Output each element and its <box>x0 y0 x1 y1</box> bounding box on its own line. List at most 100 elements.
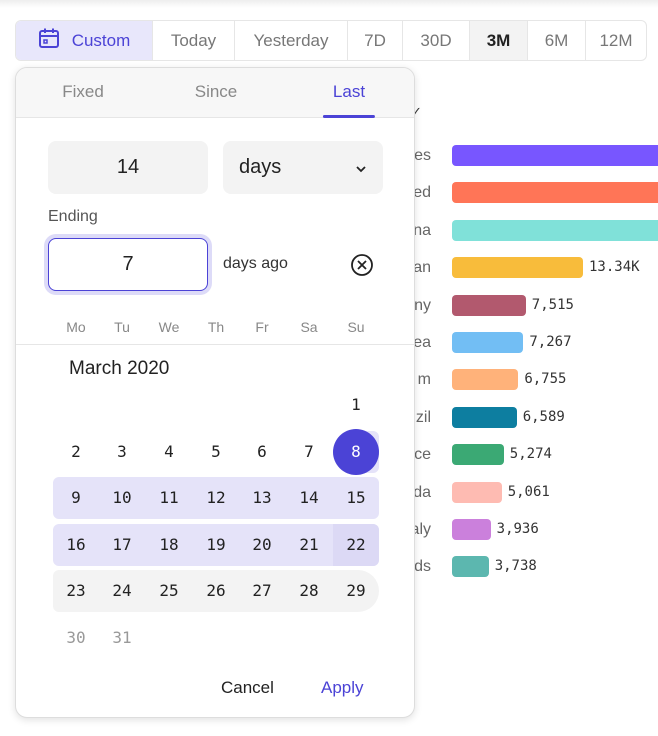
calendar-day[interactable]: 3 <box>117 441 127 461</box>
bar-value-label: 13.34K <box>589 259 640 276</box>
bar-label: ce <box>414 446 431 464</box>
ending-suffix: days ago <box>223 255 288 272</box>
calendar-day[interactable]: 14 <box>299 488 319 508</box>
amount-input[interactable]: 14 <box>48 141 208 194</box>
calendar-day[interactable]: 7 <box>304 441 314 461</box>
bar[interactable] <box>452 519 491 540</box>
calendar-day[interactable]: 24 <box>112 581 132 601</box>
weekday-label: Sa <box>300 319 318 335</box>
calendar-day[interactable]: 22 <box>346 534 366 554</box>
bar-label: an <box>413 259 431 277</box>
unit-value: days <box>239 156 282 178</box>
range-3m[interactable]: 3M <box>470 21 528 60</box>
bar-label: m <box>417 371 431 389</box>
bar-label: ed <box>413 184 431 202</box>
bar[interactable] <box>452 556 489 578</box>
calendar-day[interactable]: 21 <box>299 534 319 554</box>
bar-label: ds <box>414 558 431 576</box>
bar[interactable] <box>452 257 583 279</box>
calendar-day[interactable]: 2 <box>71 441 81 461</box>
bar-label: es <box>414 147 431 164</box>
chevron-down-icon <box>355 156 367 179</box>
weekday-label: Su <box>347 319 365 335</box>
calendar-day[interactable]: 10 <box>112 488 132 508</box>
calendar-day[interactable]: 27 <box>252 581 272 601</box>
weekday-label: Fr <box>255 319 269 335</box>
bar-value-label: 7,267 <box>529 334 572 350</box>
bar[interactable] <box>452 406 517 428</box>
range-12m[interactable]: 12M <box>599 30 633 50</box>
calendar-day[interactable]: 31 <box>112 628 132 647</box>
bar[interactable] <box>452 182 658 204</box>
calendar-day[interactable]: 17 <box>112 534 132 554</box>
calendar-day[interactable]: 11 <box>159 488 179 508</box>
calendar-day[interactable]: 15 <box>346 488 366 508</box>
calendar-day[interactable]: 25 <box>159 581 179 601</box>
calendar-day[interactable]: 1 <box>351 395 361 414</box>
bar[interactable] <box>452 369 519 391</box>
bar-value-label: 5,061 <box>507 483 550 500</box>
bar-value-label: 7,515 <box>531 296 574 313</box>
calendar-day[interactable]: 6 <box>257 441 267 461</box>
bar[interactable] <box>452 332 524 353</box>
calendar-day[interactable]: 30 <box>66 628 86 647</box>
bar[interactable] <box>452 444 504 466</box>
weekday-label: Th <box>207 319 225 335</box>
month-title: March 2020 <box>69 358 170 379</box>
bar-value-label: 6,755 <box>524 371 567 388</box>
tab-last[interactable]: Last <box>322 68 376 118</box>
mode-tabs: Fixed Since Last <box>16 68 414 118</box>
calendar-day[interactable]: 18 <box>159 534 179 554</box>
calendar-day-selected[interactable]: 8 <box>333 428 379 475</box>
calendar-icon <box>38 27 60 54</box>
calendar-day[interactable]: 20 <box>252 534 272 554</box>
bar-value-label: 5,274 <box>509 446 552 463</box>
date-range-selector: Custom Today Yesterday 7D 30D 3M 6M 12M <box>15 20 647 61</box>
tab-since[interactable]: Since <box>194 82 238 101</box>
custom-range-popover: Fixed Since Last 14 days Ending 7 days a… <box>15 67 415 718</box>
top-shadow <box>0 0 658 8</box>
calendar-day[interactable]: 16 <box>66 534 86 554</box>
clear-circle-x-icon[interactable] <box>350 253 374 282</box>
calendar-day[interactable]: 23 <box>66 581 86 601</box>
bar[interactable] <box>452 481 502 503</box>
cancel-button[interactable]: Cancel <box>221 678 274 697</box>
bar[interactable] <box>452 219 658 241</box>
ending-input[interactable]: 7 <box>48 238 208 291</box>
bar-value-label: 3,936 <box>496 521 539 537</box>
range-7d[interactable]: 7D <box>348 21 403 60</box>
bar[interactable] <box>452 145 658 166</box>
custom-range-button[interactable]: Custom <box>16 21 153 60</box>
calendar-day[interactable]: 29 <box>346 581 366 601</box>
ending-label: Ending <box>48 208 98 225</box>
bar-value-label: 3,738 <box>494 558 537 575</box>
bar-label: na <box>413 221 431 239</box>
range-6m[interactable]: 6M <box>528 21 586 60</box>
apply-button[interactable]: Apply <box>321 678 364 697</box>
range-yesterday[interactable]: Yesterday <box>235 21 348 60</box>
custom-label: Custom <box>71 30 131 50</box>
bar-label: aly <box>410 521 431 538</box>
bar-value-label: 6,589 <box>522 408 565 425</box>
check-icon: ✓ <box>411 104 422 119</box>
calendar-day[interactable]: 13 <box>252 488 272 508</box>
bar-label: da <box>413 483 431 501</box>
tab-fixed[interactable]: Fixed <box>62 82 104 101</box>
range-end-highlight <box>333 523 379 566</box>
bar-label: ea <box>413 334 431 351</box>
calendar-day[interactable]: 12 <box>206 488 226 508</box>
calendar-day[interactable]: 28 <box>299 581 319 601</box>
calendar-day[interactable]: 5 <box>211 441 221 461</box>
calendar-day[interactable]: 4 <box>164 441 174 461</box>
unit-select[interactable]: days <box>223 141 383 194</box>
bar[interactable] <box>452 294 526 316</box>
bar-label: ny <box>414 296 431 314</box>
range-30d[interactable]: 30D <box>403 21 470 60</box>
bar-label: zil <box>415 408 431 426</box>
calendar-day[interactable]: 19 <box>206 534 226 554</box>
calendar-day[interactable]: 9 <box>71 488 81 508</box>
range-highlight <box>53 477 379 520</box>
range-today[interactable]: Today <box>153 21 235 60</box>
calendar-day[interactable]: 26 <box>206 581 226 601</box>
hover-week-highlight <box>53 570 379 613</box>
